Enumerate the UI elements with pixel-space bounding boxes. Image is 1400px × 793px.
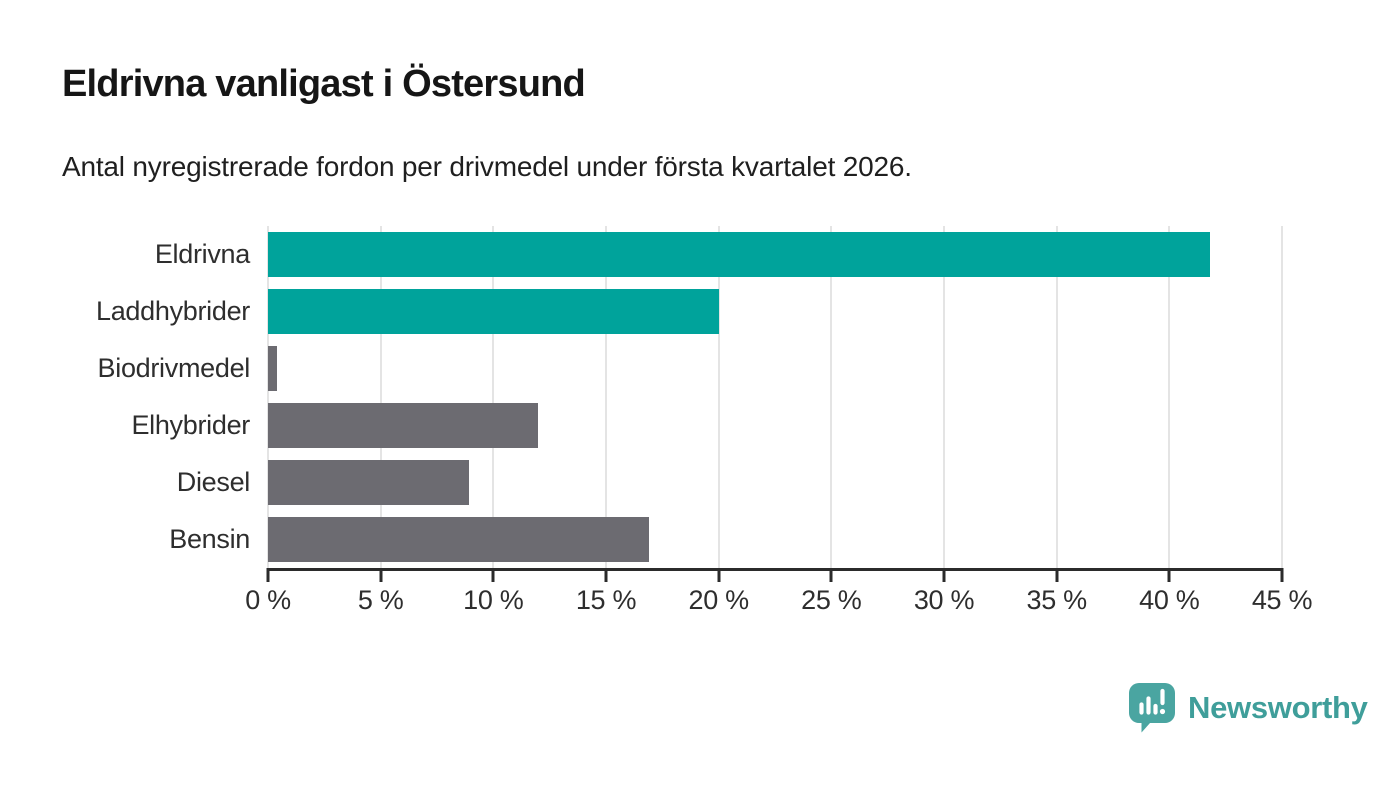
category-label: Laddhybrider: [95, 296, 250, 326]
gridline: [717, 226, 720, 568]
bar: [268, 346, 277, 391]
newsworthy-wordmark: Newsworthy: [1188, 690, 1368, 725]
plot-area: [267, 226, 1283, 568]
bar: [268, 517, 649, 562]
x-tick: [604, 568, 608, 582]
y-axis-labels: Eldrivna Laddhybrider Biodrivmedel Elhybrid…: [0, 226, 250, 568]
x-tick-label: 35 %: [1026, 585, 1087, 615]
bar: [268, 460, 469, 505]
x-tick-label: 5 %: [357, 585, 404, 615]
x-tick: [379, 568, 383, 582]
category-label: Eldrivna: [154, 239, 250, 269]
x-tick-label: 30 %: [913, 585, 975, 615]
x-tick: [1167, 568, 1171, 582]
x-tick-label: 0 %: [245, 585, 291, 615]
gridline: [1055, 226, 1058, 568]
gridline: [267, 226, 269, 568]
x-tick-label: 20 %: [688, 585, 749, 615]
x-tick: [717, 568, 721, 582]
gridline: [1281, 226, 1283, 568]
bar: [268, 232, 1210, 277]
x-tick: [1280, 568, 1284, 582]
chart-title: Eldrivna vanligast i Östersund: [62, 63, 586, 105]
gridline: [492, 226, 495, 568]
x-axis-line: [268, 568, 1282, 571]
x-tick: [266, 568, 270, 582]
x-tick-label: 40 %: [1139, 585, 1200, 615]
gridline: [379, 226, 382, 568]
category-label: Elhybrider: [131, 410, 250, 440]
category-label: Bensin: [169, 524, 250, 554]
newsworthy-logo: Newsworthy: [1128, 682, 1368, 734]
x-tick: [1055, 568, 1059, 582]
x-tick-label: 45 %: [1251, 585, 1313, 615]
gridline: [1168, 226, 1171, 568]
category-label: Biodrivmedel: [97, 353, 251, 383]
x-tick: [942, 568, 946, 582]
x-axis: 0 % 5 % 10 % 15 % 20 % 25 % 30 % 35 % 40 % 45 %: [245, 568, 1312, 628]
x-tick-label: 15 %: [575, 585, 637, 615]
bar: [268, 403, 539, 448]
newsworthy-badge-icon: [1129, 683, 1175, 733]
x-tick: [829, 568, 833, 582]
bar: [268, 289, 719, 334]
gridline: [943, 226, 945, 568]
category-label: Diesel: [176, 467, 251, 497]
x-tick: [491, 568, 495, 582]
gridline: [830, 226, 833, 568]
gridline: [605, 226, 607, 568]
x-tick-label: 10 %: [463, 585, 524, 615]
chart-subtitle: Antal nyregistrerade fordon per drivmede…: [62, 151, 912, 182]
x-tick-label: 25 %: [801, 585, 862, 615]
